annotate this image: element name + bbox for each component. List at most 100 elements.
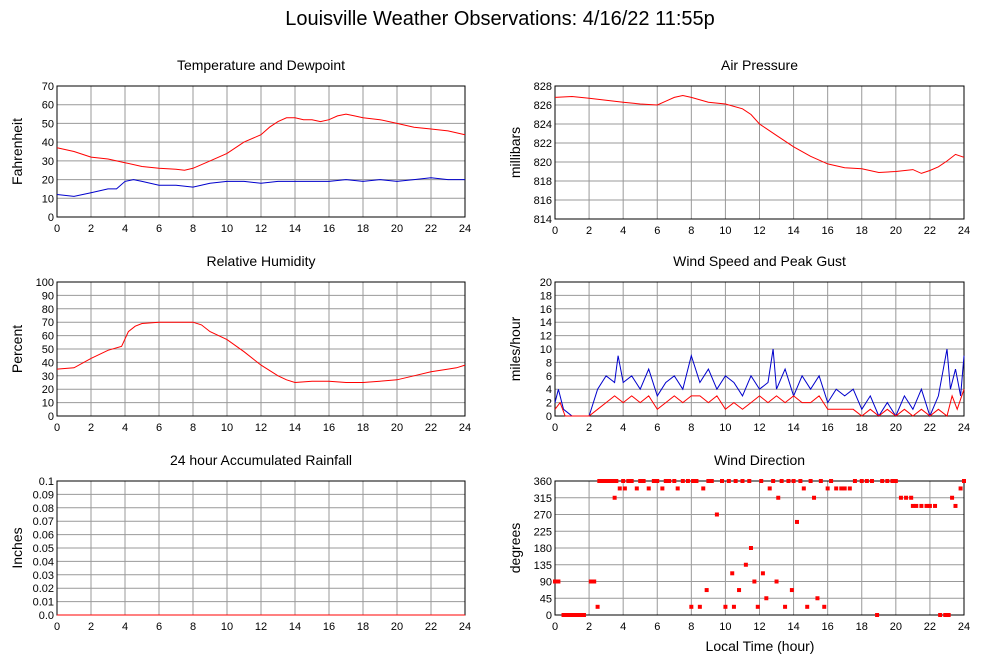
x-tick-label: 18: [856, 621, 868, 633]
plot-frame: [554, 281, 965, 417]
x-axis-label: Local Time (hour): [706, 638, 815, 654]
data-point: [660, 486, 665, 491]
data-point: [748, 546, 753, 550]
y-tick-label: 315: [534, 493, 552, 505]
data-point: [786, 479, 791, 483]
x-tick-label: 22: [425, 422, 437, 434]
x-tick-label: 10: [221, 223, 233, 235]
y-tick-label: 0.09: [33, 489, 54, 501]
y-tick-label: 0.0: [39, 610, 54, 622]
y-tick-label: 14: [540, 317, 552, 329]
data-point: [752, 579, 757, 584]
data-point: [617, 486, 622, 491]
x-tick-label: 8: [688, 225, 694, 237]
data-point: [714, 512, 719, 517]
data-point: [893, 479, 898, 483]
x-tick-label: 2: [88, 422, 94, 434]
y-tick-label: 0.08: [33, 503, 54, 515]
data-point: [626, 479, 631, 483]
data-point: [675, 486, 680, 491]
y-tick-label: 0: [48, 212, 54, 224]
y-tick-label: 0: [546, 411, 552, 423]
x-tick-label: 0: [54, 621, 60, 633]
plot-frame: [56, 85, 466, 218]
y-tick-label: 10: [42, 193, 54, 205]
y-tick-label: 2: [546, 398, 552, 410]
series-line-wind-1: [554, 389, 965, 417]
y-tick-label: 0: [48, 411, 54, 423]
x-tick-label: 12: [753, 225, 765, 237]
data-point: [709, 479, 714, 483]
x-tick-label: 20: [890, 621, 902, 633]
y-tick-label: 50: [42, 118, 54, 130]
y-tick-label: 40: [42, 137, 54, 149]
data-point: [672, 479, 677, 483]
data-point: [953, 503, 958, 508]
y-tick-label: 0: [546, 610, 552, 622]
data-point: [755, 604, 760, 609]
plot-frame: [56, 281, 466, 417]
data-point: [962, 479, 966, 483]
x-tick-label: 20: [890, 422, 902, 434]
x-tick-label: 6: [156, 621, 162, 633]
data-point: [859, 479, 864, 483]
data-point: [815, 596, 820, 601]
chart-title: Wind Speed and Peak Gust: [673, 253, 846, 269]
data-point: [604, 479, 609, 483]
series-line-wind-0: [554, 348, 965, 418]
data-point: [812, 495, 817, 500]
y-tick-label: 225: [534, 526, 552, 538]
y-tick-label: 12: [540, 331, 552, 343]
data-point: [689, 604, 694, 609]
data-point: [747, 479, 752, 483]
data-point: [927, 503, 932, 508]
y-tick-label: 820: [534, 157, 552, 169]
x-tick-label: 10: [719, 621, 731, 633]
data-point: [726, 479, 731, 483]
x-tick-label: 18: [357, 422, 369, 434]
x-tick-label: 4: [122, 422, 128, 434]
data-point: [612, 495, 617, 500]
data-point: [697, 604, 702, 609]
x-tick-label: 22: [924, 225, 936, 237]
data-point: [704, 588, 709, 593]
x-tick-label: 20: [391, 422, 403, 434]
x-tick-label: 24: [459, 223, 471, 235]
y-tick-label: 70: [42, 317, 54, 329]
data-point: [663, 479, 668, 483]
y-tick-label: 20: [42, 175, 54, 187]
data-point: [564, 613, 569, 617]
x-tick-label: 0: [54, 422, 60, 434]
y-tick-label: 0.01: [33, 597, 54, 609]
x-tick-label: 0: [54, 223, 60, 235]
data-point: [847, 486, 852, 491]
y-axis-label: Inches: [9, 527, 25, 568]
data-point: [825, 486, 830, 491]
x-tick-label: 18: [856, 225, 868, 237]
y-tick-label: 6: [546, 371, 552, 383]
chart-title: Air Pressure: [721, 57, 798, 73]
y-tick-label: 0.02: [33, 583, 54, 595]
x-tick-label: 18: [357, 621, 369, 633]
y-tick-label: 818: [534, 176, 552, 188]
y-tick-label: 180: [534, 543, 552, 555]
data-point: [946, 613, 951, 617]
data-point: [798, 479, 803, 483]
y-tick-label: 10: [42, 398, 54, 410]
data-point: [805, 604, 810, 609]
x-tick-label: 4: [620, 621, 626, 633]
chart-title: 24 hour Accumulated Rainfall: [170, 452, 352, 468]
data-point: [694, 479, 699, 483]
x-tick-label: 6: [654, 422, 660, 434]
x-tick-label: 14: [787, 621, 799, 633]
x-tick-label: 24: [459, 621, 471, 633]
x-tick-label: 18: [856, 422, 868, 434]
y-tick-label: 20: [540, 277, 552, 289]
data-point: [794, 519, 799, 524]
x-tick-label: 2: [586, 422, 592, 434]
x-tick-label: 6: [654, 621, 660, 633]
x-tick-label: 14: [787, 225, 799, 237]
y-tick-label: 30: [42, 371, 54, 383]
